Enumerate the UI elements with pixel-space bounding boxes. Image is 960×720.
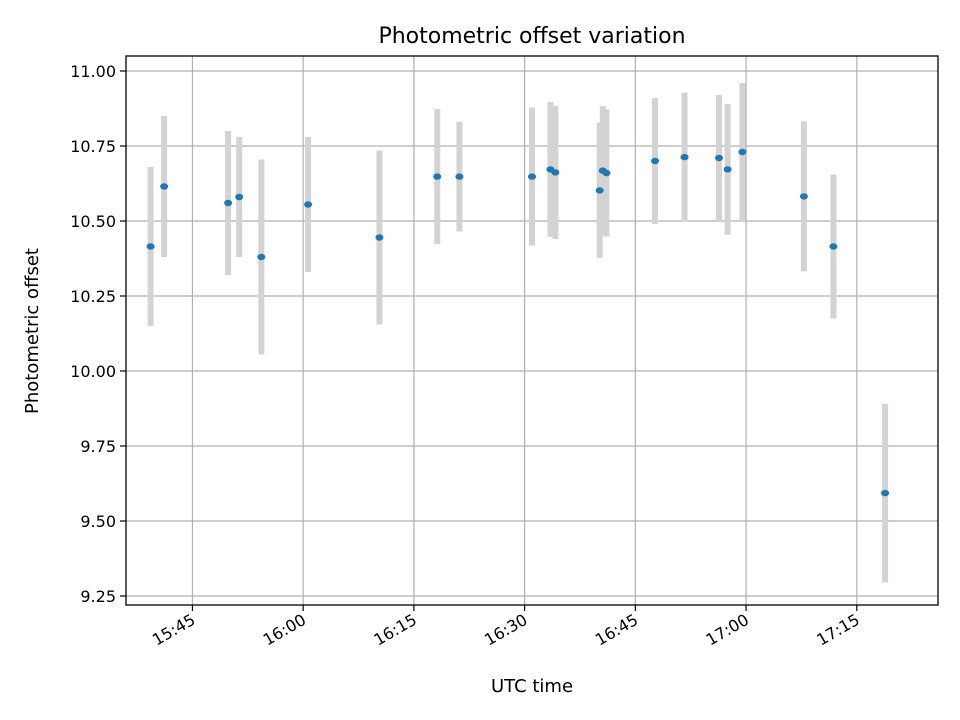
y-axis-label: Photometric offset xyxy=(22,248,43,414)
error-bars xyxy=(147,83,889,583)
data-point xyxy=(528,173,536,180)
y-tick-label: 10.50 xyxy=(70,212,116,231)
data-point xyxy=(738,148,747,156)
data-point xyxy=(235,193,244,201)
data-point xyxy=(146,243,155,250)
data-point xyxy=(224,199,233,207)
data-point xyxy=(551,169,560,176)
chart-title: Photometric offset variation xyxy=(378,24,685,49)
y-tick-label: 10.25 xyxy=(70,287,116,306)
data-points xyxy=(146,148,890,497)
y-tick-label: 11.00 xyxy=(70,62,116,81)
y-tick-label: 10.00 xyxy=(70,362,116,381)
data-point xyxy=(602,169,611,177)
data-point xyxy=(829,243,838,250)
data-point xyxy=(160,183,169,190)
data-point xyxy=(433,173,442,180)
plot-area-frame xyxy=(125,55,939,606)
data-point xyxy=(651,157,660,165)
y-tick-label: 10.75 xyxy=(70,137,116,156)
data-point xyxy=(723,166,732,173)
x-axis-label: UTC time xyxy=(491,676,573,697)
data-point xyxy=(455,173,464,180)
y-tick-label: 9.25 xyxy=(80,587,116,606)
data-point xyxy=(799,193,808,200)
data-point xyxy=(375,234,384,241)
y-tick-label: 9.75 xyxy=(80,437,116,456)
data-point xyxy=(715,154,724,162)
x-axis-ticks: 15:45 16:00 16:15 16:30 16:45 17:00 17:15 xyxy=(149,605,863,650)
x-tick-label: 15:45 xyxy=(149,610,198,650)
x-tick-label: 16:00 xyxy=(260,610,309,650)
y-tick-label: 9.50 xyxy=(80,512,116,531)
data-point xyxy=(595,187,604,194)
data-point xyxy=(680,153,689,161)
data-point xyxy=(257,253,266,261)
x-tick-label: 16:30 xyxy=(481,610,530,650)
x-tick-label: 16:45 xyxy=(592,610,641,650)
x-tick-label: 17:15 xyxy=(813,610,862,650)
x-tick-label: 16:15 xyxy=(370,610,419,650)
x-tick-label: 17:00 xyxy=(703,610,752,650)
data-point xyxy=(881,489,890,497)
data-point xyxy=(304,201,313,208)
y-axis-ticks: 9.25 9.50 9.75 10.00 10.25 10.50 10.75 11.00 xyxy=(70,62,126,606)
